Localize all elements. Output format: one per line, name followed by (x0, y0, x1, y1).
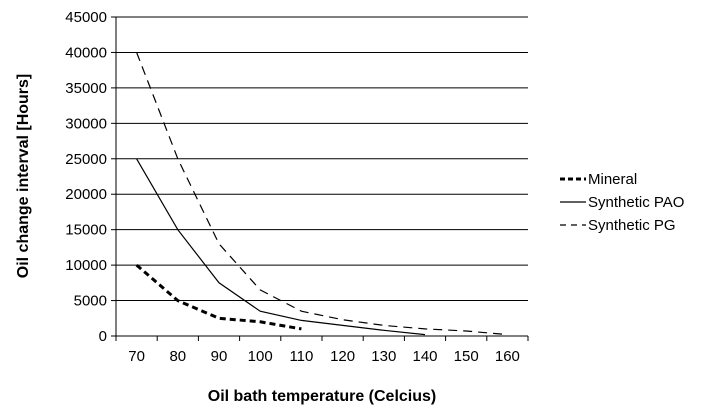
series-line-synthetic-pg (136, 52, 508, 336)
legend: Mineral Synthetic PAO Synthetic PG (560, 171, 684, 234)
x-tick-label: 160 (495, 348, 520, 365)
x-tick-label: 70 (128, 348, 145, 365)
x-tick-label: 90 (211, 348, 228, 365)
series-lines (135, 52, 508, 336)
y-tick-label: 10000 (65, 257, 107, 274)
series-line-mineral (135, 263, 302, 331)
legend-label: Synthetic PAO (588, 194, 684, 211)
legend-label: Mineral (588, 171, 637, 188)
x-tick-label: 80 (169, 348, 186, 365)
x-tick-label: 120 (330, 348, 355, 365)
y-tick-label: 45000 (65, 9, 107, 26)
legend-label: Synthetic PG (588, 217, 676, 234)
x-tick-label: 140 (412, 348, 437, 365)
x-tick-label: 130 (371, 348, 396, 365)
y-tick-label: 15000 (65, 222, 107, 239)
grid-lines (116, 16, 528, 302)
x-tick-label: 110 (289, 348, 313, 365)
y-tick-label: 40000 (65, 44, 107, 61)
y-tick-label: 0 (99, 328, 107, 345)
x-axis-title: Oil bath temperature (Celcius) (208, 388, 437, 405)
y-tick-label: 30000 (65, 115, 107, 132)
plot-area (115, 17, 528, 337)
x-tick-label: 150 (454, 348, 479, 365)
series-line-synthetic-pao (136, 158, 426, 336)
y-tick-label: 25000 (65, 151, 107, 168)
y-axis-ticks: 0 5000 10000 15000 20000 25000 30000 35000 40000… (65, 9, 116, 345)
x-tick-label: 100 (248, 348, 273, 365)
y-tick-label: 20000 (65, 186, 107, 203)
y-tick-label: 5000 (74, 293, 107, 310)
y-axis-title: Oil change interval [Hours] (15, 74, 32, 278)
x-axis-ticks: 70 80 90 100 110 120 130 140 150 160 (115, 336, 529, 365)
y-tick-label: 35000 (65, 80, 107, 97)
